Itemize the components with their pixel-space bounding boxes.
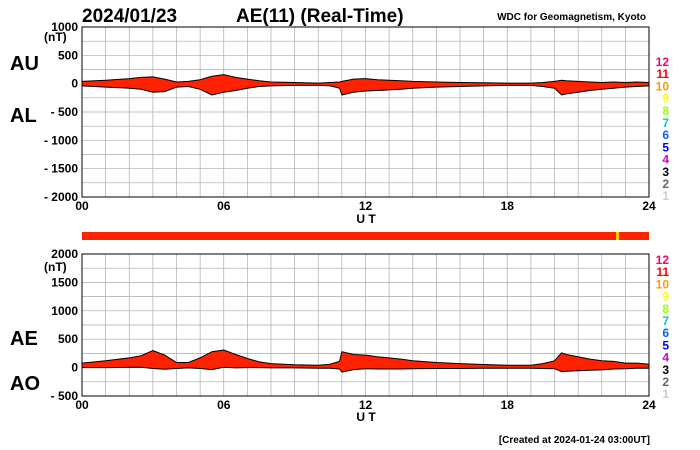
ae-ao-y-ticks: 2000 1500 1000 500 0 - 500 [51, 247, 79, 403]
ae-ao-grid [82, 254, 649, 396]
au-al-series [81, 74, 650, 96]
au-al-x-tick-label: 00 [75, 199, 89, 213]
ae-ao-y-tick-label: 1500 [51, 275, 78, 289]
station-count-label: 2 [662, 375, 669, 389]
ao-label: AO [10, 373, 40, 395]
au-al-x-tick-label: 24 [642, 199, 656, 213]
station-count-label: 9 [662, 92, 669, 106]
station-count-label: 6 [662, 326, 669, 340]
station-count-label: 1 [662, 387, 669, 401]
ae-ao-x-tick-label: 24 [642, 398, 656, 412]
au-al-y-tick-label: - 1500 [44, 162, 78, 176]
au-al-x-tick-label: 12 [359, 199, 373, 213]
data-status-bar [82, 232, 649, 240]
ae-ao-y-tick-label: 2000 [51, 247, 78, 261]
ae-ao-x-tick-label: 00 [75, 398, 89, 412]
station-count-label: 5 [662, 338, 669, 352]
au-al-frame [81, 26, 650, 198]
au-al-band [82, 74, 649, 95]
au-al-y-unit: (nT) [44, 30, 67, 44]
ae-ao-series-line-ao [82, 366, 649, 373]
data-status-mark [616, 232, 619, 240]
station-count-label: 7 [662, 116, 669, 130]
station-count-label: 12 [656, 55, 670, 69]
station-count-label: 3 [662, 363, 669, 377]
station-count-label: 2 [662, 177, 669, 191]
ae-ao-frame [81, 253, 650, 397]
station-count-label: 7 [662, 314, 669, 328]
station-count-label: 3 [662, 165, 669, 179]
station-count-label: 4 [662, 153, 669, 167]
station-count-label: 11 [656, 67, 669, 81]
ae-ao-x-tick-label: 06 [217, 398, 231, 412]
station-count-label: 1 [662, 189, 669, 203]
au-al-y-ticks: 1000 500 0 - 500 - 1000 - 1500 - 2000 [44, 20, 78, 204]
au-al-series-line-au [81, 74, 650, 84]
au-al-y-tick-label: - 1000 [44, 133, 78, 147]
ae-ao-series-line-ae [81, 349, 650, 366]
station-count-label: 8 [662, 104, 669, 118]
ae-ao-x-axis-label: U T [356, 410, 376, 424]
ae-label: AE [10, 328, 38, 350]
ae-ao-y-tick-label: - 500 [51, 389, 79, 403]
station-count-label: 10 [656, 277, 670, 291]
ae-ao-x-tick-label: 12 [359, 398, 373, 412]
station-count-label: 4 [662, 351, 669, 365]
station-count-label: 8 [662, 302, 669, 316]
station-count-label: 12 [656, 253, 670, 267]
ae-ao-y-tick-label: 1000 [51, 304, 78, 318]
ae-ao-x-tick-label: 18 [501, 398, 515, 412]
ae-ao-y-tick-label: 0 [71, 361, 78, 375]
station-count-label: 9 [662, 290, 669, 304]
ae-ao-series [81, 349, 650, 373]
au-al-series-line-al [81, 84, 650, 96]
au-label: AU [10, 53, 39, 75]
au-al-y-tick-label: - 500 [51, 105, 79, 119]
au-al-y-tick-label: 500 [58, 48, 78, 62]
au-al-y-tick-label: 1000 [51, 20, 78, 34]
creation-timestamp: [Created at 2024-01-24 03:00UT] [499, 435, 650, 446]
au-al-y-tick-label: - 2000 [44, 190, 78, 204]
station-count-label: 6 [662, 128, 669, 142]
station-count-label: 5 [662, 140, 669, 154]
data-source: WDC for Geomagnetism, Kyoto [497, 12, 646, 23]
station-count-label: 11 [656, 265, 669, 279]
al-label: AL [10, 105, 37, 127]
station-count-label: 10 [656, 79, 670, 93]
figure-date: 2024/01/23 [82, 6, 177, 27]
au-al-x-tick-label: 06 [217, 199, 231, 213]
au-al-x-ticks: 00 06 12 18 24 [75, 199, 656, 213]
ae-ao-x-ticks: 00 06 12 18 24 [75, 398, 656, 412]
au-al-x-axis-label: U T [356, 212, 376, 226]
ae-ao-y-unit: (nT) [44, 260, 67, 274]
au-al-x-tick-label: 18 [501, 199, 515, 213]
au-al-grid [82, 27, 649, 197]
ae-ao-band [82, 350, 649, 373]
au-al-y-tick-label: 0 [71, 77, 78, 91]
ae-ao-y-tick-label: 500 [58, 332, 78, 346]
figure-title: AE(11) (Real-Time) [236, 6, 404, 27]
